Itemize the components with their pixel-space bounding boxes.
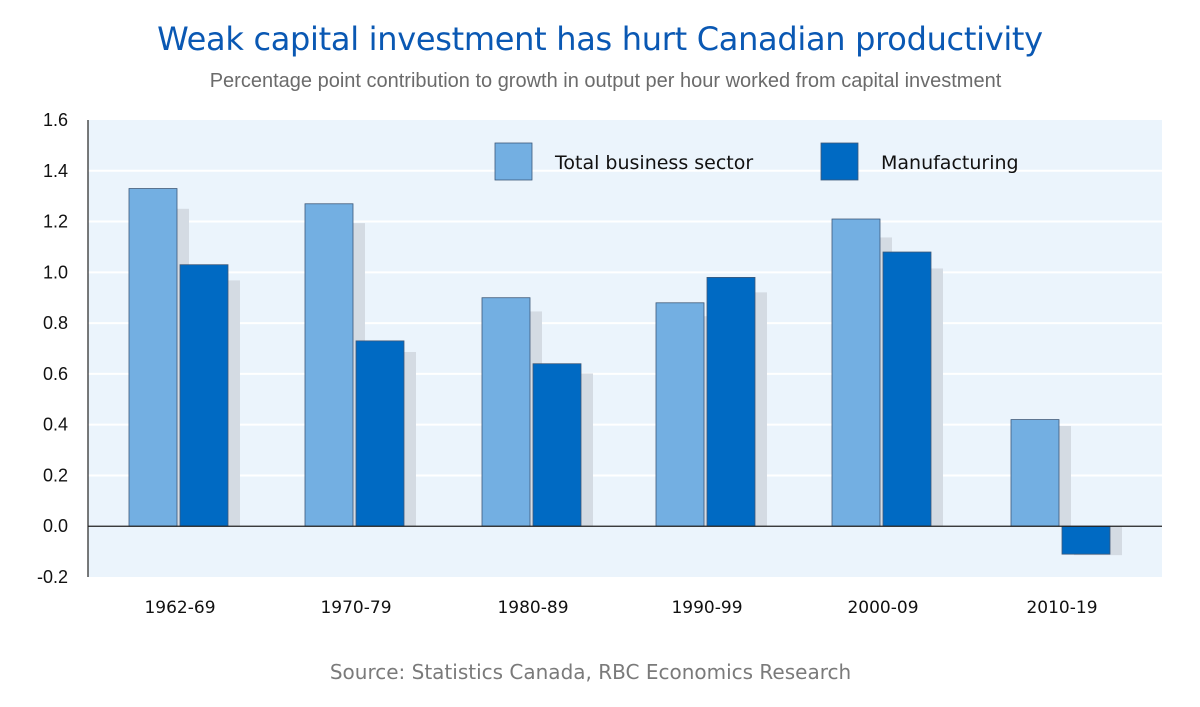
bar-total-business-sector-2000-09 <box>831 218 881 527</box>
chart-title: Weak capital investment has hurt Canadia… <box>157 20 1043 58</box>
x-tick-label: 1962-69 <box>144 598 215 618</box>
y-tick-label: 0.6 <box>43 364 68 384</box>
x-tick-label: 1980-89 <box>497 598 568 618</box>
legend-label-manufacturing: Manufacturing <box>881 152 1019 174</box>
source-note: Source: Statistics Canada, RBC Economics… <box>329 660 852 684</box>
bar-manufacturing-2010-19 <box>1061 525 1111 555</box>
legend-swatch-manufacturing <box>820 142 859 181</box>
gridlines <box>88 169 1162 477</box>
y-tick-label: 1.0 <box>43 262 68 282</box>
y-tick-label: 1.4 <box>43 161 68 181</box>
plot-background <box>88 120 1162 577</box>
y-tick-label: 0.2 <box>43 465 68 485</box>
x-tick-label: 1990-99 <box>671 598 742 618</box>
legend-swatch-total-business-sector <box>494 142 533 181</box>
y-tick-label: 0.0 <box>43 516 68 536</box>
bar-manufacturing-1990-99 <box>706 277 756 527</box>
bar-manufacturing-1962-69 <box>179 264 229 527</box>
x-tick-label: 1970-79 <box>320 598 391 618</box>
chart-subtitle: Percentage point contribution to growth … <box>209 70 1002 92</box>
bar-total-business-sector-1962-69 <box>128 188 178 527</box>
y-tick-label: 0.4 <box>43 415 68 435</box>
bar-total-business-sector-1980-89 <box>481 297 531 527</box>
bar-manufacturing-1980-89 <box>532 363 582 527</box>
y-tick-label: 0.8 <box>43 313 68 333</box>
y-tick-label: -0.2 <box>37 567 68 587</box>
x-axis-tick-labels: 1962-69 1970-79 1980-89 1990-99 2000-09 2010-… <box>144 598 1097 618</box>
bar-total-business-sector-2010-19 <box>1010 419 1060 527</box>
legend-label-total-business-sector: Total business sector <box>554 152 753 174</box>
bar-total-business-sector-1990-99 <box>655 302 705 527</box>
x-tick-label: 2010-19 <box>1026 598 1097 618</box>
bar-total-business-sector-1970-79 <box>304 203 354 527</box>
y-axis-tick-labels: 1.6 1.4 1.2 1.0 0.8 0.6 0.4 0.2 0.0 -0.2 <box>37 110 68 587</box>
bar-manufacturing-1970-79 <box>355 340 405 527</box>
bar-manufacturing-2000-09 <box>882 251 932 527</box>
y-tick-label: 1.2 <box>43 212 68 232</box>
legend: Total business sector Manufacturing <box>494 142 1019 181</box>
y-tick-label: 1.6 <box>43 110 68 130</box>
bars <box>128 188 1111 555</box>
x-tick-label: 2000-09 <box>847 598 918 618</box>
